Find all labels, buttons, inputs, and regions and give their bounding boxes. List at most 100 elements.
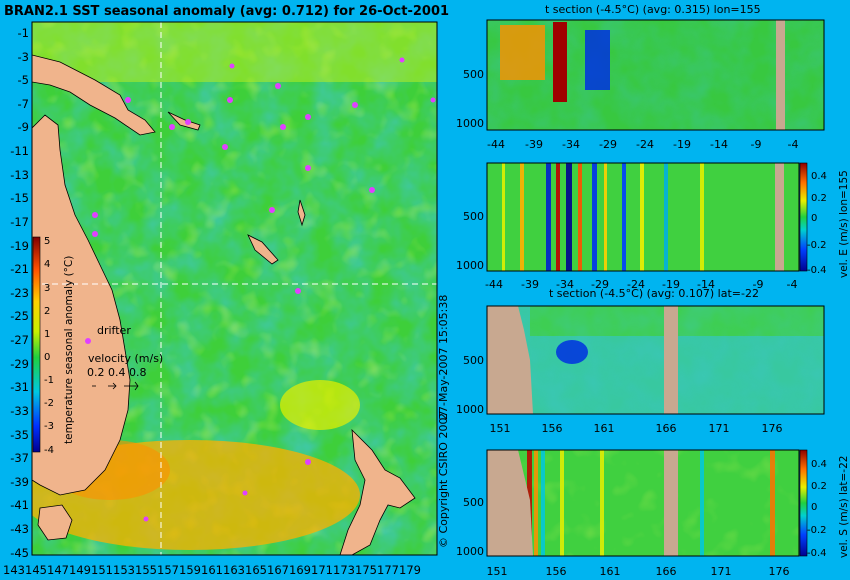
panel-t-lon-x-tick: -4 [788, 138, 799, 151]
map-legend: drifter velocity (m/s) 0.2 0.4 0.8 [85, 324, 163, 391]
map-x-tick: 167 [267, 563, 289, 577]
map-frame [31, 21, 438, 556]
panel-t-lat-x-tick: 161 [594, 422, 615, 435]
panel-v-lat-colorbar-ticks: 0.4 0.2 0 -0.2 -0.4 [807, 459, 827, 559]
panel-v-lon: 0.4 0.2 0 -0.2 -0.4 vel. E (m/s) lon=155… [456, 162, 850, 291]
panel-v-lat-colorbar-tick: 0.2 [811, 481, 827, 492]
panel-t-lat-y-tick: 500 [463, 354, 484, 367]
panel-v-lat-colorbar-tick: -0.2 [807, 525, 827, 536]
copyright-text: © Copyright CSIRO 2007 [437, 411, 450, 548]
panel-v-lon-colorbar-ticks: 0.4 0.2 0 -0.2 -0.4 [807, 171, 827, 276]
temperature-colorbar: 5 4 3 2 1 0 -1 -2 -3 -4 temperature seas… [32, 236, 75, 456]
land-new-caledonia [247, 234, 279, 265]
timestamp-text: 27-May-2007 15:05:38 [437, 295, 450, 420]
map-y-tick: -5 [18, 73, 29, 87]
panel-t-lon-x-tick: -14 [710, 138, 728, 151]
legend-velocity-values: 0.2 0.4 0.8 [87, 366, 146, 379]
legend-drifter-label: drifter [97, 324, 131, 337]
panel-t-lat: t section (-4.5°C) (avg: 0.107) lat=-22 … [456, 287, 825, 435]
drifter-markers [92, 57, 436, 522]
panel-t-lat-x-ticks: 151 156 161 166 171 176 [490, 422, 783, 435]
panel-t-lon-y-ticks: 500 1000 [456, 68, 484, 130]
land-new-zealand [339, 428, 416, 555]
panel-t-lon-x-tick: -44 [487, 138, 505, 151]
panel-v-lat-colorbar-label: vel. S (m/s) lat=-22 [838, 456, 850, 558]
map-y-tick: -7 [18, 97, 29, 111]
panel-v-lat-mottle [487, 450, 799, 556]
map-warm-north [32, 22, 437, 82]
panel-v-lon-y-tick: 1000 [456, 259, 484, 272]
panel-v-lon-x-ticks: -44 -39 -34 -29 -24 -19 -14 -9 -4 [485, 278, 797, 291]
land-tasmania [37, 504, 73, 541]
map-x-tick: 173 [333, 563, 355, 577]
temperature-colorbar-label: temperature seasonal anomaly (°C) [63, 256, 75, 444]
temperature-colorbar-tick: 5 [44, 236, 50, 247]
map-x-ticks: 143 145 147 149 151 153 155 157 159 161 … [3, 563, 421, 577]
panel-t-lon-y-tick: 1000 [456, 117, 484, 130]
map-x-tick: 171 [311, 563, 333, 577]
panel-v-lon-y-ticks: 500 1000 [456, 210, 484, 272]
panel-v-lat: 0.4 0.2 0 -0.2 -0.4 vel. S (m/s) lat=-22… [456, 449, 850, 578]
panel-t-lon-x-tick: -19 [673, 138, 691, 151]
map-y-tick: -17 [10, 215, 29, 229]
map-x-tick: 179 [399, 563, 421, 577]
map-x-tick: 151 [91, 563, 113, 577]
panel-v-lat-x-tick: 166 [656, 565, 677, 578]
map-x-tick: 177 [377, 563, 399, 577]
panel-v-lat-y-ticks: 500 1000 [456, 496, 484, 558]
panel-t-lon-x-tick: -39 [525, 138, 543, 151]
map-x-tick: 147 [47, 563, 69, 577]
panel-v-lat-y-tick: 1000 [456, 545, 484, 558]
panel-v-lon-x-tick: -14 [697, 278, 715, 291]
panel-t-lon-frame [486, 19, 825, 131]
panel-t-lat-x-tick: 156 [542, 422, 563, 435]
panel-v-lon-stripes [502, 163, 704, 271]
map-y-tick: -33 [10, 404, 29, 418]
panel-t-lat-land [487, 306, 533, 414]
panel-t-lon-x-ticks: -44 -39 -34 -29 -24 -19 -14 -9 -4 [487, 138, 798, 151]
temperature-colorbar-tick: -4 [44, 445, 54, 456]
map-y-tick: -35 [10, 428, 29, 442]
map-x-tick: 155 [135, 563, 157, 577]
map-y-tick: -23 [10, 286, 29, 300]
panel-t-lat-title: t section (-4.5°C) (avg: 0.107) lat=-22 [549, 287, 759, 300]
main-map: BRAN2.1 SST seasonal anomaly (avg: 0.712… [3, 4, 449, 577]
panel-t-lon-x-tick: -34 [562, 138, 580, 151]
map-x-tick: 169 [289, 563, 311, 577]
panel-t-lat-x-tick: 171 [709, 422, 730, 435]
panel-t-lat-x-tick: 176 [762, 422, 783, 435]
panel-v-lat-land [487, 450, 533, 556]
map-y-tick: -31 [10, 380, 29, 394]
panel-v-lon-x-tick: -19 [662, 278, 680, 291]
map-x-tick: 149 [69, 563, 91, 577]
panel-v-lat-x-tick: 156 [546, 565, 567, 578]
temperature-colorbar-tick: 4 [44, 259, 50, 270]
panel-v-lat-land-2 [664, 450, 678, 556]
map-y-tick: -37 [10, 451, 29, 465]
temperature-colorbar-bar [32, 236, 41, 453]
land-vanuatu [297, 199, 306, 227]
map-y-tick: -19 [10, 239, 29, 253]
map-y-tick: -11 [10, 144, 29, 158]
temperature-colorbar-tick: 2 [44, 306, 50, 317]
panel-v-lat-colorbar-tick: -0.4 [807, 548, 827, 559]
panel-t-lat-cold [556, 340, 588, 364]
panel-t-lat-y-tick: 1000 [456, 403, 484, 416]
panel-t-lon-cold [585, 30, 610, 90]
land-australia [32, 114, 131, 496]
panel-t-lon-y-tick: 500 [463, 68, 484, 81]
temperature-colorbar-tick: 0 [44, 352, 50, 363]
panel-v-lon-x-tick: -39 [521, 278, 539, 291]
panel-v-lat-x-ticks: 151 156 161 166 171 176 [487, 565, 790, 578]
panel-v-lon-x-tick: -29 [591, 278, 609, 291]
panel-v-lat-colorbar [799, 449, 808, 557]
panel-v-lat-x-tick: 151 [487, 565, 508, 578]
map-plot-area [32, 22, 437, 555]
panel-t-lon-title: t section (-4.5°C) (avg: 0.315) lon=155 [545, 3, 761, 16]
map-y-tick: -39 [10, 475, 29, 489]
panel-v-lon-x-tick: -24 [627, 278, 645, 291]
map-warm-east [280, 380, 360, 430]
panel-v-lon-colorbar-tick: -0.2 [807, 240, 827, 251]
panel-t-lat-land-2 [664, 306, 678, 414]
